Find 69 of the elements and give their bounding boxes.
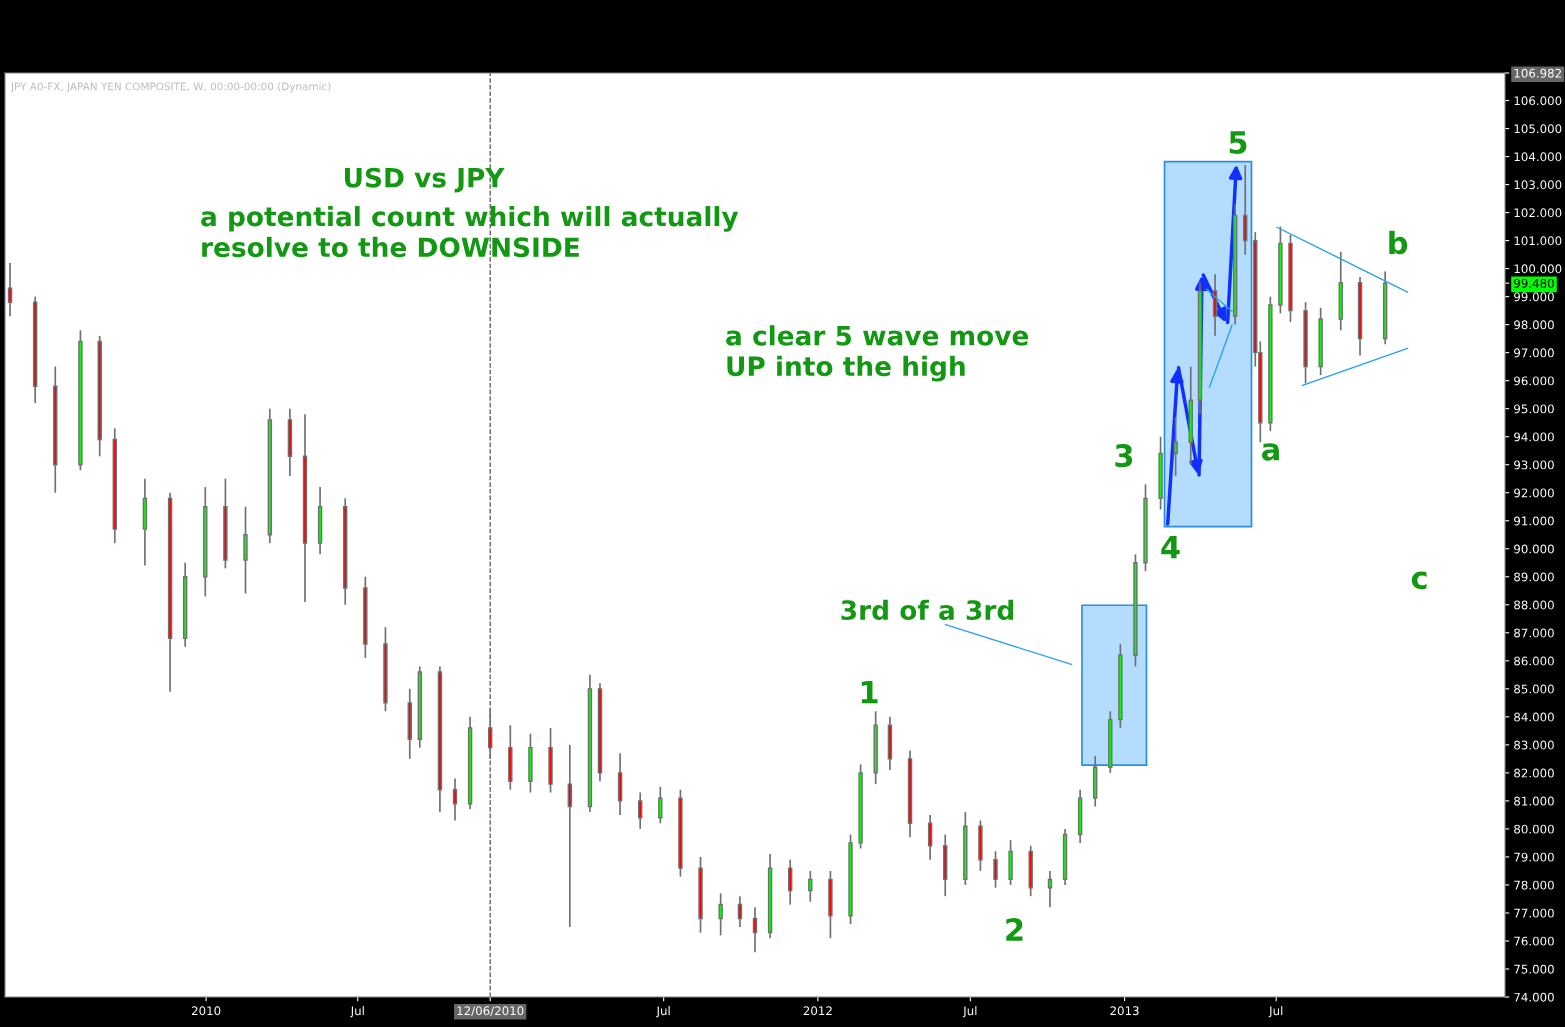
y-tick-label: 78.000 — [1514, 880, 1554, 890]
y-tick-label: 97.000 — [1514, 348, 1554, 358]
annotation: USD vs JPY — [344, 167, 505, 193]
candlestick — [658, 786, 663, 825]
y-tick-label: 77.000 — [1514, 908, 1554, 918]
y-tick-label: 82.000 — [1514, 768, 1554, 778]
y-tick-label: 86.000 — [1514, 656, 1554, 666]
annotation: b — [1389, 230, 1408, 255]
candlestick — [808, 870, 813, 903]
y-tick-label: 79.000 — [1514, 852, 1554, 862]
annotation: 2 — [1006, 918, 1023, 941]
y-tick-label: 98.000 — [1514, 320, 1554, 330]
candlestick — [487, 707, 493, 760]
y-tick-label: 94.000 — [1514, 432, 1554, 442]
annotation: 4 — [1161, 535, 1180, 559]
y-tick-label: 101.000 — [1514, 236, 1562, 246]
x-tick-label: Jul — [655, 1006, 670, 1018]
y-tick-label: 90.000 — [1514, 544, 1554, 554]
y-tick-label: 92.000 — [1514, 488, 1554, 498]
text: JPY A0-FX, JAPAN YEN COMPOSITE, W, 00:00-00:00 (Dynamic) — [10, 82, 331, 93]
candlestick — [737, 895, 743, 928]
y-tick-label: 80.000 — [1514, 824, 1554, 834]
y-tick-label: 105.000 — [1514, 124, 1562, 134]
candlestick — [718, 892, 723, 937]
y-tick-label: 85.000 — [1514, 684, 1554, 694]
annotation: a potential count which will actually resolve to the DOWNSIDE — [201, 206, 739, 258]
annotation: a clear 5 wave move UP into the high — [726, 325, 1029, 382]
y-tick-label: 87.000 — [1514, 628, 1554, 638]
y-tick-label: 88.000 — [1514, 600, 1554, 610]
y-tick-label: 103.000 — [1514, 180, 1562, 190]
y-tick-label: 76.000 — [1514, 936, 1554, 946]
x-tick-label: 12/06/2010 — [457, 1006, 524, 1017]
annotation: c — [1411, 571, 1427, 590]
candlestick — [7, 262, 13, 318]
annotation: 1 — [861, 681, 878, 704]
candlestick — [752, 906, 758, 954]
y-tick-label: 106.982 — [1514, 68, 1561, 78]
y-tick-label: 81.000 — [1514, 796, 1554, 806]
y-tick-label: 99.480 — [1514, 278, 1554, 288]
y-tick-label: 100.000 — [1514, 264, 1562, 274]
annotation: 3 — [1115, 444, 1133, 468]
y-tick-label: 93.000 — [1514, 460, 1554, 470]
y-tick-label: 75.000 — [1514, 964, 1554, 974]
y-tick-label: 106.000 — [1514, 96, 1562, 106]
candlestick — [993, 850, 998, 889]
x-tick-label: 2013 — [1110, 1006, 1139, 1016]
x-tick-label: Jul — [962, 1006, 977, 1018]
y-tick-label: 83.000 — [1514, 740, 1554, 750]
candlestick — [637, 791, 643, 830]
x-tick-label: 2010 — [191, 1006, 221, 1016]
y-tick-label: 84.000 — [1514, 712, 1554, 722]
y-tick-label: 95.000 — [1514, 404, 1554, 414]
annotation: 3rd of a 3rd — [841, 599, 1014, 621]
annotation: a — [1262, 443, 1279, 461]
y-tick-label: 74.000 — [1514, 992, 1554, 1002]
candlestick — [787, 858, 793, 906]
x-tick-label: Jul — [1268, 1006, 1283, 1018]
y-tick-label: 99.000 — [1514, 292, 1554, 302]
y-tick-label: 96.000 — [1514, 376, 1554, 386]
candlestick — [567, 744, 573, 928]
y-tick-label: 91.000 — [1514, 516, 1554, 526]
y-tick-label: 104.000 — [1514, 152, 1562, 162]
candlestick — [1173, 416, 1178, 477]
x-tick-label: 2012 — [803, 1006, 832, 1016]
annotation: 5 — [1229, 131, 1247, 154]
y-tick-label: 102.000 — [1514, 208, 1562, 218]
candlestick — [452, 777, 458, 822]
y-tick-label: 89.000 — [1514, 572, 1554, 582]
x-tick-label: Jul — [350, 1006, 364, 1018]
